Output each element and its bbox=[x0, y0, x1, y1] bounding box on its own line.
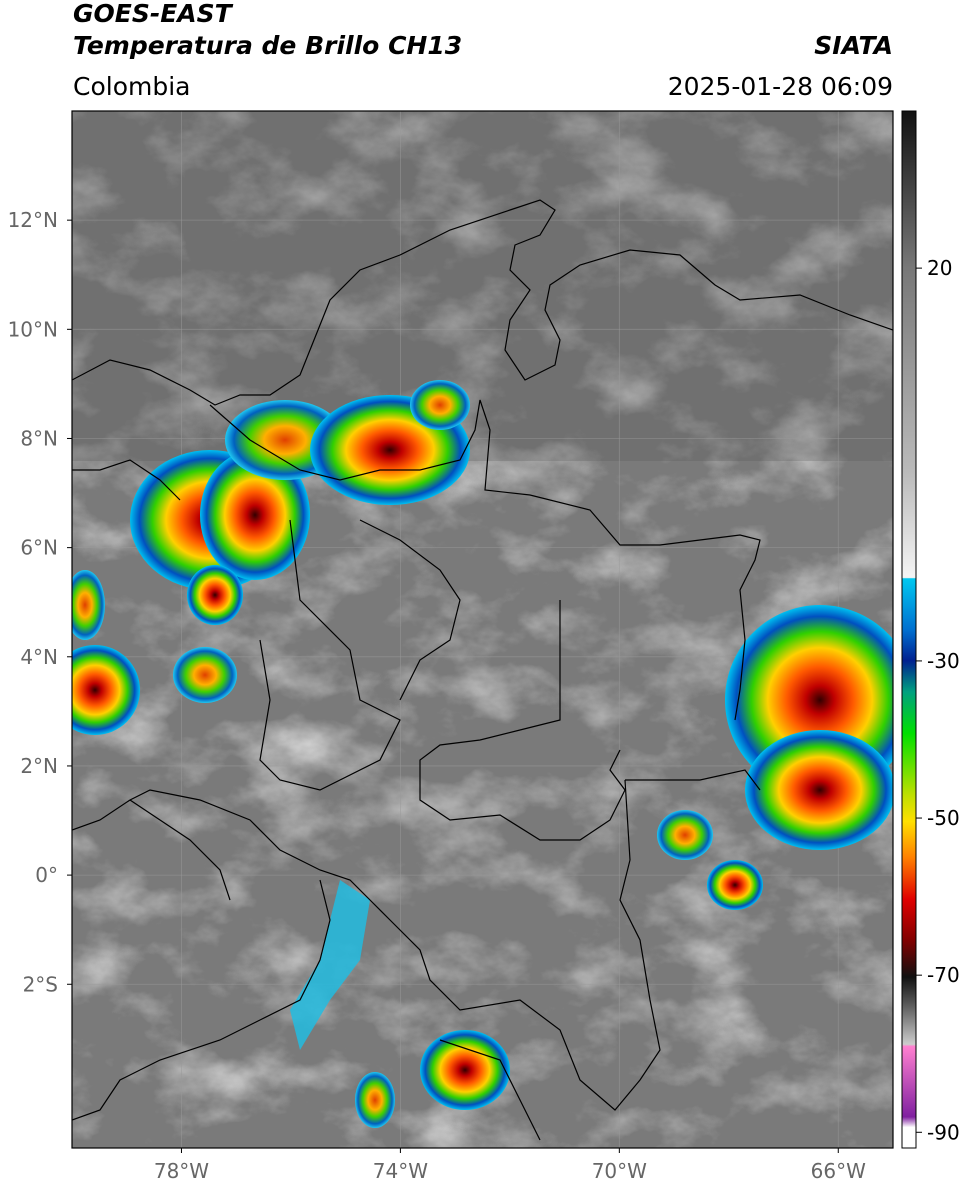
x-tick-label: 66°W bbox=[811, 1159, 866, 1183]
x-tick-label: 74°W bbox=[373, 1159, 428, 1183]
y-tick-label: 6°N bbox=[20, 536, 58, 560]
borders bbox=[72, 199, 893, 1141]
y-tick-label: 2°N bbox=[20, 754, 58, 778]
source: SIATA bbox=[814, 31, 893, 60]
sea-shade bbox=[72, 111, 893, 461]
cloud-texture bbox=[72, 111, 893, 1148]
y-tick-label: 0° bbox=[35, 863, 58, 887]
colorbar-tick-label: 20 bbox=[927, 256, 952, 280]
map-area bbox=[72, 111, 893, 1148]
colorbar bbox=[901, 110, 917, 1149]
y-tick-label: 10°N bbox=[8, 317, 58, 341]
y-tick-label: 8°N bbox=[20, 426, 58, 450]
colorbar-tick-label: -30 bbox=[927, 649, 960, 673]
region: Colombia bbox=[73, 72, 190, 101]
map-frame bbox=[71, 110, 894, 1149]
subtitle: Temperatura de Brillo CH13 bbox=[73, 31, 462, 60]
title: GOES-EAST bbox=[73, 0, 234, 28]
storms bbox=[72, 380, 893, 1128]
datetime: 2025-01-28 06:09 bbox=[668, 72, 893, 101]
x-tick-label: 70°W bbox=[592, 1159, 647, 1183]
y-tick-label: 4°N bbox=[20, 645, 58, 669]
y-tick-label: 2°S bbox=[23, 972, 58, 996]
colorbar-tick-label: -90 bbox=[927, 1120, 960, 1144]
y-tick-label: 12°N bbox=[8, 208, 58, 232]
colorbar-tick-label: -70 bbox=[927, 963, 960, 987]
x-tick-label: 78°W bbox=[154, 1159, 209, 1183]
colorbar-tick-label: -50 bbox=[927, 806, 960, 830]
